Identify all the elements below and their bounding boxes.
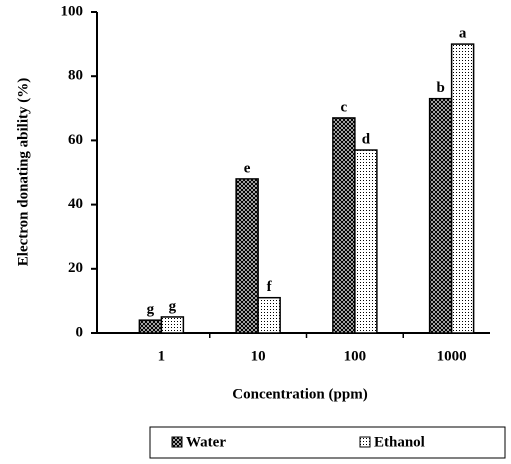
bar xyxy=(160,316,185,334)
bar-label: g xyxy=(169,298,177,314)
bar-label: b xyxy=(436,80,444,96)
y-tick-label: 40 xyxy=(68,196,83,212)
bar-label: a xyxy=(459,26,467,42)
legend-swatch xyxy=(171,436,183,448)
bar xyxy=(138,319,163,334)
bar-label: f xyxy=(267,279,273,295)
x-axis-label: Concentration (ppm) xyxy=(232,386,367,402)
legend-label: Water xyxy=(186,434,226,450)
y-tick-label: 100 xyxy=(61,3,84,19)
y-tick-label: 80 xyxy=(68,68,83,84)
bar-label: g xyxy=(147,302,155,318)
y-tick-label: 60 xyxy=(68,132,83,148)
x-tick-label: 100 xyxy=(344,348,367,364)
x-tick-label: 1000 xyxy=(437,348,467,364)
bar xyxy=(235,178,259,334)
bar xyxy=(332,117,356,334)
bar-label: d xyxy=(362,131,371,147)
legend-swatch xyxy=(359,436,371,448)
bar xyxy=(428,97,453,334)
y-tick-label: 20 xyxy=(68,260,83,276)
bar-label: e xyxy=(244,160,251,176)
bar xyxy=(354,149,378,334)
x-tick-label: 1 xyxy=(158,348,166,364)
y-tick-label: 0 xyxy=(76,324,84,340)
legend-box xyxy=(149,426,506,459)
bar-label: c xyxy=(341,99,348,115)
legend-label: Ethanol xyxy=(374,434,425,450)
y-axis-label: Electron donating ability (%) xyxy=(15,78,31,266)
bar xyxy=(450,43,475,334)
x-tick-label: 10 xyxy=(251,348,266,364)
bar xyxy=(257,296,281,334)
